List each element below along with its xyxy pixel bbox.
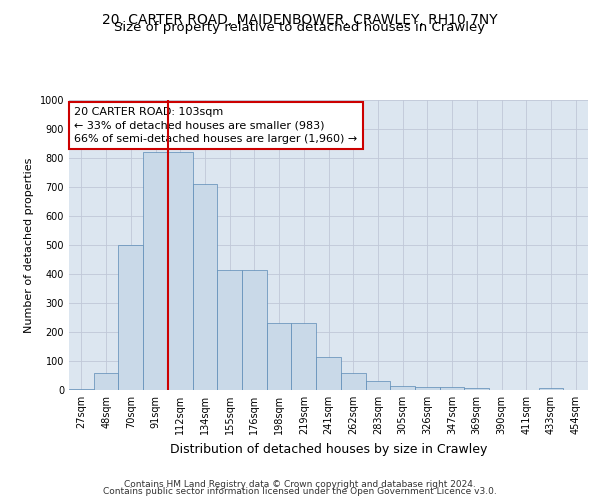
Bar: [193, 184, 217, 390]
Bar: [464, 388, 489, 390]
Bar: [242, 270, 267, 390]
Bar: [539, 388, 563, 390]
Text: 20 CARTER ROAD: 103sqm
← 33% of detached houses are smaller (983)
66% of semi-de: 20 CARTER ROAD: 103sqm ← 33% of detached…: [74, 108, 358, 144]
Bar: [415, 386, 440, 390]
Bar: [69, 388, 94, 390]
Bar: [292, 324, 316, 390]
Bar: [217, 270, 242, 390]
Text: Size of property relative to detached houses in Crawley: Size of property relative to detached ho…: [115, 22, 485, 35]
Bar: [316, 356, 341, 390]
Bar: [168, 152, 193, 390]
Bar: [440, 387, 464, 390]
X-axis label: Distribution of detached houses by size in Crawley: Distribution of detached houses by size …: [170, 442, 487, 456]
Bar: [118, 245, 143, 390]
Bar: [94, 373, 118, 390]
Bar: [143, 152, 168, 390]
Text: Contains HM Land Registry data © Crown copyright and database right 2024.: Contains HM Land Registry data © Crown c…: [124, 480, 476, 489]
Bar: [365, 382, 390, 390]
Text: 20, CARTER ROAD, MAIDENBOWER, CRAWLEY, RH10 7NY: 20, CARTER ROAD, MAIDENBOWER, CRAWLEY, R…: [102, 12, 498, 26]
Bar: [341, 374, 365, 390]
Y-axis label: Number of detached properties: Number of detached properties: [24, 158, 34, 332]
Bar: [267, 324, 292, 390]
Text: Contains public sector information licensed under the Open Government Licence v3: Contains public sector information licen…: [103, 487, 497, 496]
Bar: [390, 386, 415, 390]
